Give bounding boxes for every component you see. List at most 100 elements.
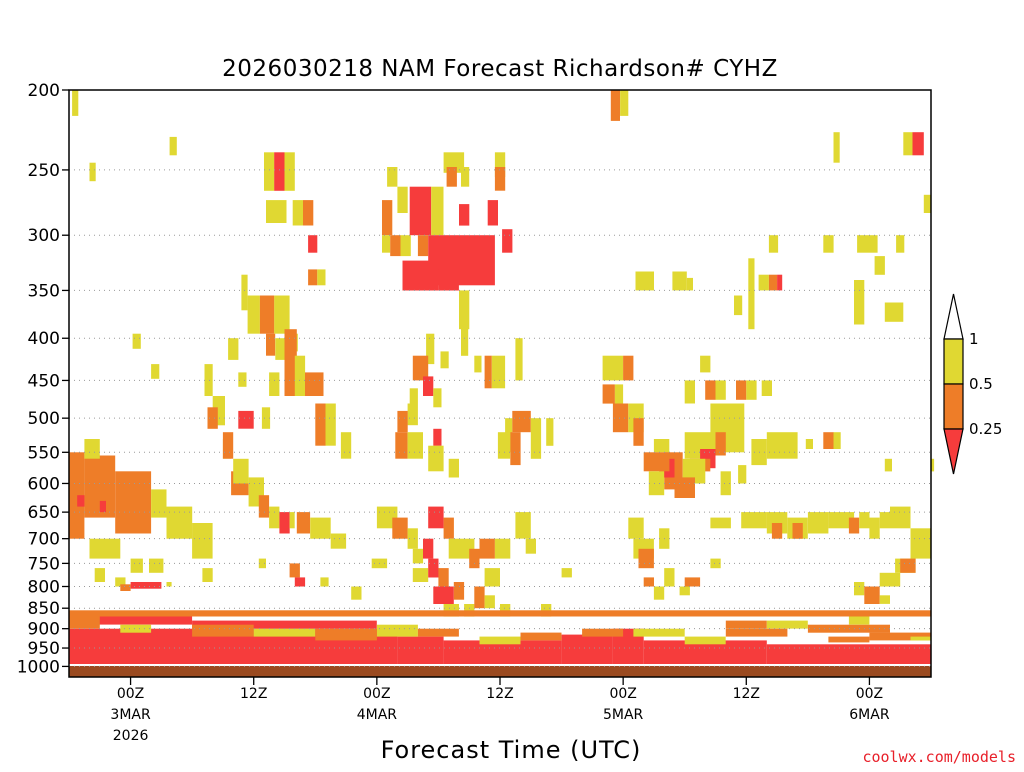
x-tick-label: 12Z bbox=[240, 686, 267, 702]
heatmap-cell bbox=[428, 445, 444, 472]
heatmap-cell bbox=[308, 269, 318, 286]
y-tick-label: 750 bbox=[28, 554, 60, 574]
heatmap-cell bbox=[400, 235, 411, 257]
heatmap-cell bbox=[409, 388, 418, 404]
heatmap-cell bbox=[648, 471, 665, 496]
y-tick-label: 950 bbox=[28, 639, 60, 659]
heatmap-cell bbox=[494, 152, 506, 177]
heatmap-cell bbox=[238, 410, 254, 429]
heatmap-cell bbox=[520, 632, 562, 641]
x-tick-label: 12Z bbox=[733, 686, 760, 702]
heatmap-cell bbox=[614, 384, 624, 404]
heatmap-cell bbox=[474, 355, 482, 373]
y-tick-label: 550 bbox=[28, 443, 60, 463]
heatmap-cell bbox=[879, 512, 890, 529]
heatmap-cell bbox=[69, 452, 85, 539]
heatmap-cell bbox=[428, 506, 444, 529]
y-tick-label: 250 bbox=[28, 161, 60, 181]
heatmap-cell bbox=[530, 418, 542, 459]
heatmap-cell bbox=[315, 403, 326, 446]
heatmap-cell bbox=[807, 512, 829, 534]
heatmap-cell bbox=[510, 432, 521, 466]
heatmap-cell bbox=[459, 290, 470, 330]
heatmap-cell bbox=[664, 568, 675, 587]
heatmap-cell bbox=[494, 538, 511, 559]
heatmap-cell bbox=[792, 523, 803, 539]
heatmap-cell bbox=[768, 235, 779, 253]
heatmap-cell bbox=[284, 152, 295, 191]
heatmap-cell bbox=[151, 489, 167, 518]
heatmap-cell bbox=[390, 235, 401, 257]
heatmap-cell bbox=[497, 432, 511, 459]
heatmap-cell bbox=[274, 295, 290, 334]
heatmap-cell bbox=[431, 186, 444, 236]
y-tick-label: 400 bbox=[28, 329, 60, 349]
heatmap-cell bbox=[777, 274, 783, 291]
heatmap-cell bbox=[720, 471, 731, 496]
heatmap-cell bbox=[402, 260, 439, 291]
heatmap-cell bbox=[448, 458, 459, 478]
heatmap-cell bbox=[869, 517, 880, 539]
site-credit[interactable]: coolwx.com/models bbox=[862, 748, 1016, 766]
heatmap-cell bbox=[446, 167, 457, 187]
heatmap-cell bbox=[515, 512, 531, 539]
y-tick-label: 700 bbox=[28, 530, 60, 550]
heatmap-cell bbox=[317, 269, 326, 286]
heatmap-cell bbox=[643, 452, 670, 472]
heatmap-cell bbox=[741, 512, 767, 529]
heatmap-cell bbox=[397, 186, 408, 213]
heatmap-cell bbox=[771, 523, 783, 539]
heatmap-cell bbox=[461, 167, 470, 187]
heatmap-cell bbox=[325, 403, 336, 446]
heatmap-cell bbox=[758, 274, 769, 291]
heatmap-cell bbox=[433, 586, 454, 604]
heatmap-cell bbox=[233, 458, 249, 484]
heatmap-cell bbox=[884, 458, 892, 472]
y-tick-label: 450 bbox=[28, 371, 60, 391]
legend-swatch-0.25-0.5 bbox=[943, 383, 964, 430]
heatmap-cell bbox=[620, 90, 629, 116]
chart-title: 2026030218 NAM Forecast Richardson# CYHZ bbox=[222, 56, 778, 82]
heatmap-cell bbox=[443, 517, 454, 539]
heatmap-cell bbox=[874, 256, 885, 275]
heatmap-cell bbox=[833, 132, 840, 163]
x-tick-date-label: 6MAR bbox=[849, 707, 890, 723]
heatmap-cell bbox=[854, 582, 865, 596]
heatmap-cell bbox=[294, 577, 306, 587]
heatmap-cell bbox=[351, 586, 362, 600]
heatmap-cell bbox=[582, 628, 624, 637]
heatmap-cell bbox=[89, 538, 121, 559]
heatmap-cell bbox=[725, 628, 788, 637]
heatmap-cell bbox=[166, 506, 193, 539]
legend-label: 1 bbox=[969, 330, 979, 348]
heatmap-cell bbox=[238, 372, 247, 387]
heatmap-cell bbox=[479, 636, 521, 645]
heatmap-cell bbox=[633, 418, 644, 446]
y-axis: 200 250 300 350 400 450 500 550 600 650 700 750 8008… bbox=[17, 81, 69, 677]
heatmap-cell bbox=[296, 512, 311, 534]
legend: 1 0.5 0.25 bbox=[943, 293, 1002, 475]
heatmap-cell bbox=[303, 200, 314, 226]
heatmap-cell bbox=[261, 407, 271, 429]
heatmap-cell bbox=[761, 380, 772, 396]
heatmap-cell bbox=[274, 152, 285, 191]
heatmap-cell bbox=[653, 586, 665, 600]
legend-swatch-below-0.25 bbox=[943, 428, 964, 475]
heatmap-cell bbox=[315, 628, 377, 641]
x-tick-label: 00Z bbox=[856, 686, 883, 702]
x-tick-date-label: 4MAR bbox=[357, 707, 398, 723]
heatmap-cell bbox=[417, 235, 429, 257]
y-tick-label: 500 bbox=[28, 409, 60, 429]
heatmap-cell bbox=[453, 582, 465, 600]
x-tick-date-label: 3MAR bbox=[110, 707, 151, 723]
heatmap-cell bbox=[77, 495, 85, 507]
heatmap-cell bbox=[376, 624, 418, 637]
y-tick-label: 600 bbox=[28, 474, 60, 494]
heatmap-cell bbox=[479, 538, 495, 559]
heatmap-cell bbox=[896, 235, 905, 253]
heatmap-cell bbox=[72, 90, 79, 116]
legend-label: 0.25 bbox=[969, 420, 1002, 438]
heatmap-cell bbox=[710, 558, 721, 569]
heatmap-cell bbox=[766, 620, 808, 629]
heatmap-cell bbox=[69, 616, 100, 629]
